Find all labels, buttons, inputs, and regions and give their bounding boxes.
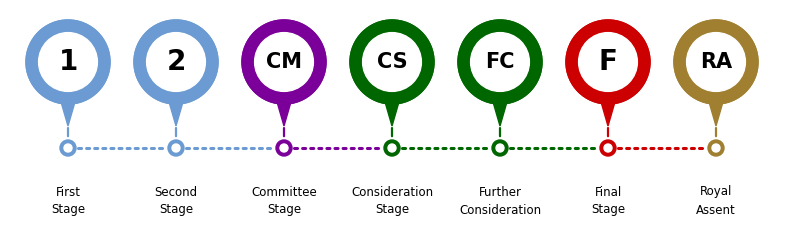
Text: Consideration: Consideration bbox=[351, 186, 433, 198]
Circle shape bbox=[492, 140, 508, 156]
Polygon shape bbox=[706, 92, 726, 126]
Circle shape bbox=[362, 32, 422, 92]
Text: Further: Further bbox=[478, 186, 522, 198]
Text: 2: 2 bbox=[166, 48, 186, 76]
Circle shape bbox=[172, 144, 180, 152]
Circle shape bbox=[242, 20, 326, 104]
Circle shape bbox=[470, 32, 530, 92]
Circle shape bbox=[578, 32, 638, 92]
Circle shape bbox=[26, 20, 110, 104]
Text: RA: RA bbox=[700, 52, 732, 72]
Circle shape bbox=[566, 20, 650, 104]
Text: Stage: Stage bbox=[51, 204, 85, 216]
Circle shape bbox=[38, 32, 98, 92]
Polygon shape bbox=[382, 92, 402, 126]
Circle shape bbox=[350, 20, 434, 104]
Circle shape bbox=[712, 144, 720, 152]
Text: First: First bbox=[55, 186, 81, 198]
Circle shape bbox=[674, 20, 758, 104]
Circle shape bbox=[496, 144, 504, 152]
Circle shape bbox=[362, 32, 422, 92]
Circle shape bbox=[384, 140, 400, 156]
Text: Stage: Stage bbox=[159, 204, 193, 216]
Text: Consideration: Consideration bbox=[459, 204, 541, 216]
Polygon shape bbox=[58, 92, 78, 126]
Circle shape bbox=[276, 140, 292, 156]
Text: Royal: Royal bbox=[700, 186, 732, 198]
Text: Stage: Stage bbox=[267, 204, 301, 216]
Circle shape bbox=[674, 20, 758, 104]
Text: CM: CM bbox=[266, 52, 302, 72]
Polygon shape bbox=[274, 92, 294, 126]
Circle shape bbox=[470, 32, 530, 92]
Text: F: F bbox=[598, 48, 618, 76]
Circle shape bbox=[350, 20, 434, 104]
Circle shape bbox=[26, 20, 110, 104]
Circle shape bbox=[388, 144, 396, 152]
Circle shape bbox=[146, 32, 206, 92]
Text: CS: CS bbox=[377, 52, 407, 72]
Circle shape bbox=[134, 20, 218, 104]
Circle shape bbox=[600, 140, 616, 156]
Polygon shape bbox=[598, 92, 618, 126]
Text: Assent: Assent bbox=[696, 204, 736, 216]
Text: Committee: Committee bbox=[251, 186, 317, 198]
Text: Final: Final bbox=[594, 186, 622, 198]
Circle shape bbox=[60, 140, 76, 156]
Circle shape bbox=[280, 144, 288, 152]
Circle shape bbox=[254, 32, 314, 92]
Circle shape bbox=[254, 32, 314, 92]
Circle shape bbox=[134, 20, 218, 104]
Circle shape bbox=[578, 32, 638, 92]
Circle shape bbox=[566, 20, 650, 104]
Circle shape bbox=[146, 32, 206, 92]
Polygon shape bbox=[490, 92, 510, 126]
Circle shape bbox=[458, 20, 542, 104]
Circle shape bbox=[64, 144, 72, 152]
Text: 1: 1 bbox=[58, 48, 78, 76]
Text: Second: Second bbox=[154, 186, 198, 198]
Circle shape bbox=[38, 32, 98, 92]
Polygon shape bbox=[166, 92, 186, 126]
Circle shape bbox=[708, 140, 724, 156]
Text: FC: FC bbox=[486, 52, 514, 72]
Circle shape bbox=[686, 32, 746, 92]
Text: Stage: Stage bbox=[375, 204, 409, 216]
Circle shape bbox=[604, 144, 612, 152]
Circle shape bbox=[168, 140, 184, 156]
Circle shape bbox=[686, 32, 746, 92]
Text: Stage: Stage bbox=[591, 204, 625, 216]
Circle shape bbox=[458, 20, 542, 104]
Circle shape bbox=[242, 20, 326, 104]
